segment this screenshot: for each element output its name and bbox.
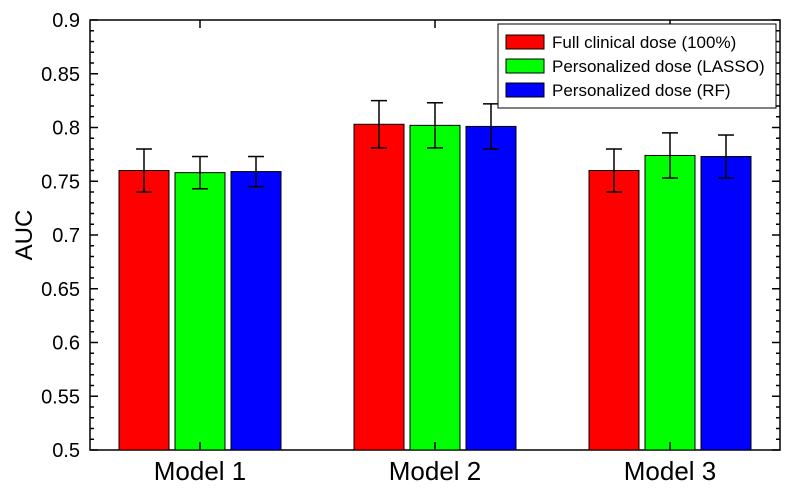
x-tick-label: Model 1 (154, 456, 247, 486)
y-tick-label: 0.85 (41, 64, 80, 86)
y-tick-label: 0.9 (52, 10, 80, 32)
auc-bar-chart: 0.5 0.55 0.6 0.65 0.7 0.75 0.8 0.85 0.9 AUC Model … (0, 0, 800, 501)
bar (589, 171, 639, 451)
y-tick-label: 0.6 (52, 333, 80, 355)
bar (119, 171, 169, 451)
y-tick-label: 0.8 (52, 118, 80, 140)
y-tick-label: 0.65 (41, 279, 80, 301)
x-tick-label: Model 2 (389, 456, 482, 486)
bar (466, 126, 516, 450)
bar (645, 155, 695, 450)
legend-swatch (506, 35, 544, 49)
y-tick-label: 0.7 (52, 225, 80, 247)
legend-label: Personalized dose (LASSO) (552, 57, 765, 76)
bar (701, 157, 751, 450)
legend-swatch (506, 59, 544, 73)
legend-label: Personalized dose (RF) (552, 81, 731, 100)
bar (175, 173, 225, 450)
y-tick-label: 0.5 (52, 440, 80, 462)
bar (354, 124, 404, 450)
x-tick-label: Model 3 (624, 456, 717, 486)
y-tick-label: 0.55 (41, 386, 80, 408)
bar (231, 172, 281, 450)
legend-label: Full clinical dose (100%) (552, 33, 736, 52)
legend-swatch (506, 83, 544, 97)
y-axis-label: AUC (11, 210, 38, 261)
bar (410, 125, 460, 450)
y-tick-label: 0.75 (41, 171, 80, 193)
